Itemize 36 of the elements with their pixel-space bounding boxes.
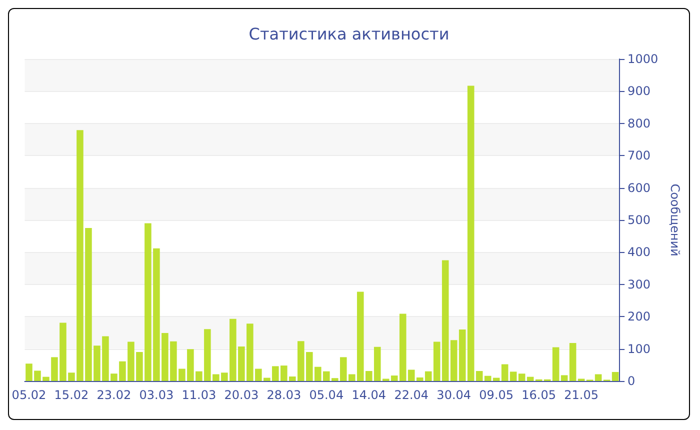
y-tick-label: 200 — [628, 310, 650, 324]
y-tick-label: 700 — [628, 148, 650, 163]
x-tick-label: 03.03 — [139, 388, 174, 402]
bar — [594, 374, 602, 381]
bar — [569, 343, 576, 381]
x-tick-label: 09.05 — [479, 388, 514, 402]
bar — [510, 372, 517, 381]
y-tick-label: 100 — [628, 342, 650, 356]
x-tick-label: 22.04 — [394, 388, 429, 402]
x-tick-label: 05.04 — [309, 388, 344, 402]
x-tick-label: 30.04 — [436, 388, 472, 402]
bar — [518, 374, 526, 381]
y-axis-title: Сообщений — [668, 184, 682, 256]
y-tick-label: 600 — [628, 180, 650, 195]
x-tick-label: 16.05 — [522, 388, 556, 402]
y-tick-label: 300 — [628, 277, 650, 292]
chart-title: Статистика активности — [248, 24, 450, 44]
x-tick-label: 14.04 — [352, 388, 386, 402]
bar — [526, 376, 534, 381]
x-tick-label: 23.02 — [96, 388, 132, 402]
x-tick-label: 21.05 — [564, 388, 598, 402]
x-tick-label: 11.03 — [182, 388, 216, 402]
y-tick-label: 900 — [628, 84, 650, 98]
y-tick-label: 0 — [628, 374, 636, 388]
bar — [560, 375, 568, 381]
y-tick-label: 1000 — [628, 52, 658, 66]
y-tick-label: 800 — [628, 116, 650, 130]
bar — [612, 372, 619, 381]
x-tick-label: 05.02 — [12, 388, 46, 402]
y-tick-label: 500 — [628, 213, 650, 227]
x-tick-label: 15.02 — [54, 388, 89, 402]
x-tick-label: 28.03 — [266, 388, 302, 402]
bar — [501, 364, 508, 381]
x-tick-label: 20.03 — [224, 388, 259, 402]
bar — [552, 347, 560, 381]
y-tick-label: 400 — [628, 245, 650, 260]
